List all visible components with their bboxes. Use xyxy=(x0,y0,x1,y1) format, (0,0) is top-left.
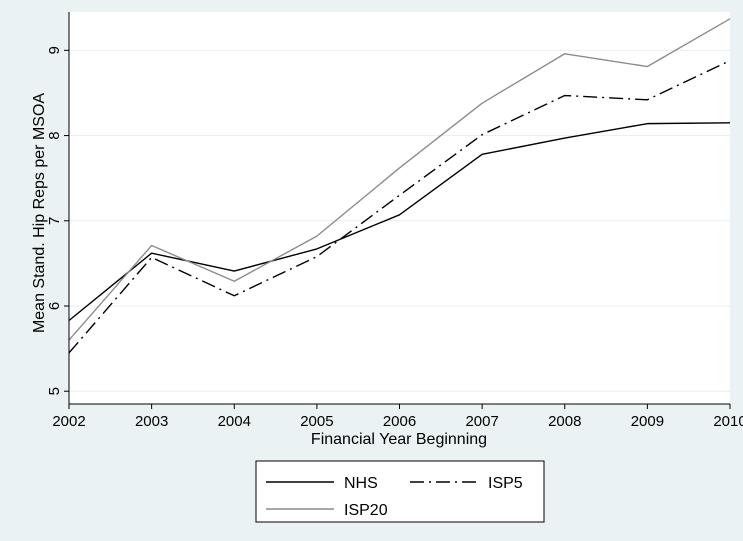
x-tick-label: 2007 xyxy=(465,413,498,430)
gridlines xyxy=(69,49,730,392)
series-line-nhs xyxy=(68,122,731,322)
series-line-isp5 xyxy=(68,59,731,354)
x-tick-label: 2008 xyxy=(548,413,581,430)
x-axis-title: Financial Year Beginning xyxy=(311,431,487,448)
x-tick-label: 2009 xyxy=(631,413,664,430)
series-lines xyxy=(68,18,731,354)
y-ticks: 5 6 7 8 9 xyxy=(46,46,69,395)
y-tick-label: 8 xyxy=(46,131,63,139)
y-tick-label: 7 xyxy=(46,217,63,225)
x-ticks: 2002 2003 2004 2005 2006 2007 2008 2009 2010 xyxy=(52,404,743,430)
x-tick-label: 2004 xyxy=(218,413,251,430)
y-axis-title: Mean Stand. Hip Reps per MSOA xyxy=(31,93,48,333)
legend-box xyxy=(255,460,545,523)
y-tick-label: 6 xyxy=(46,302,63,310)
legend: NHS ISP5 ISP20 xyxy=(255,460,545,523)
legend-label-isp20: ISP20 xyxy=(344,502,388,519)
y-tick-label: 5 xyxy=(46,387,63,395)
x-tick-label: 2006 xyxy=(383,413,416,430)
x-tick-label: 2005 xyxy=(300,413,333,430)
x-tick-label: 2003 xyxy=(135,413,168,430)
x-tick-label: 2002 xyxy=(52,413,85,430)
series-line-isp20 xyxy=(68,18,731,341)
legend-label-nhs: NHS xyxy=(344,475,378,492)
y-tick-label: 9 xyxy=(46,46,63,54)
legend-label-isp5: ISP5 xyxy=(488,475,523,492)
plot-area xyxy=(69,12,730,404)
x-tick-label: 2010 xyxy=(713,413,743,430)
